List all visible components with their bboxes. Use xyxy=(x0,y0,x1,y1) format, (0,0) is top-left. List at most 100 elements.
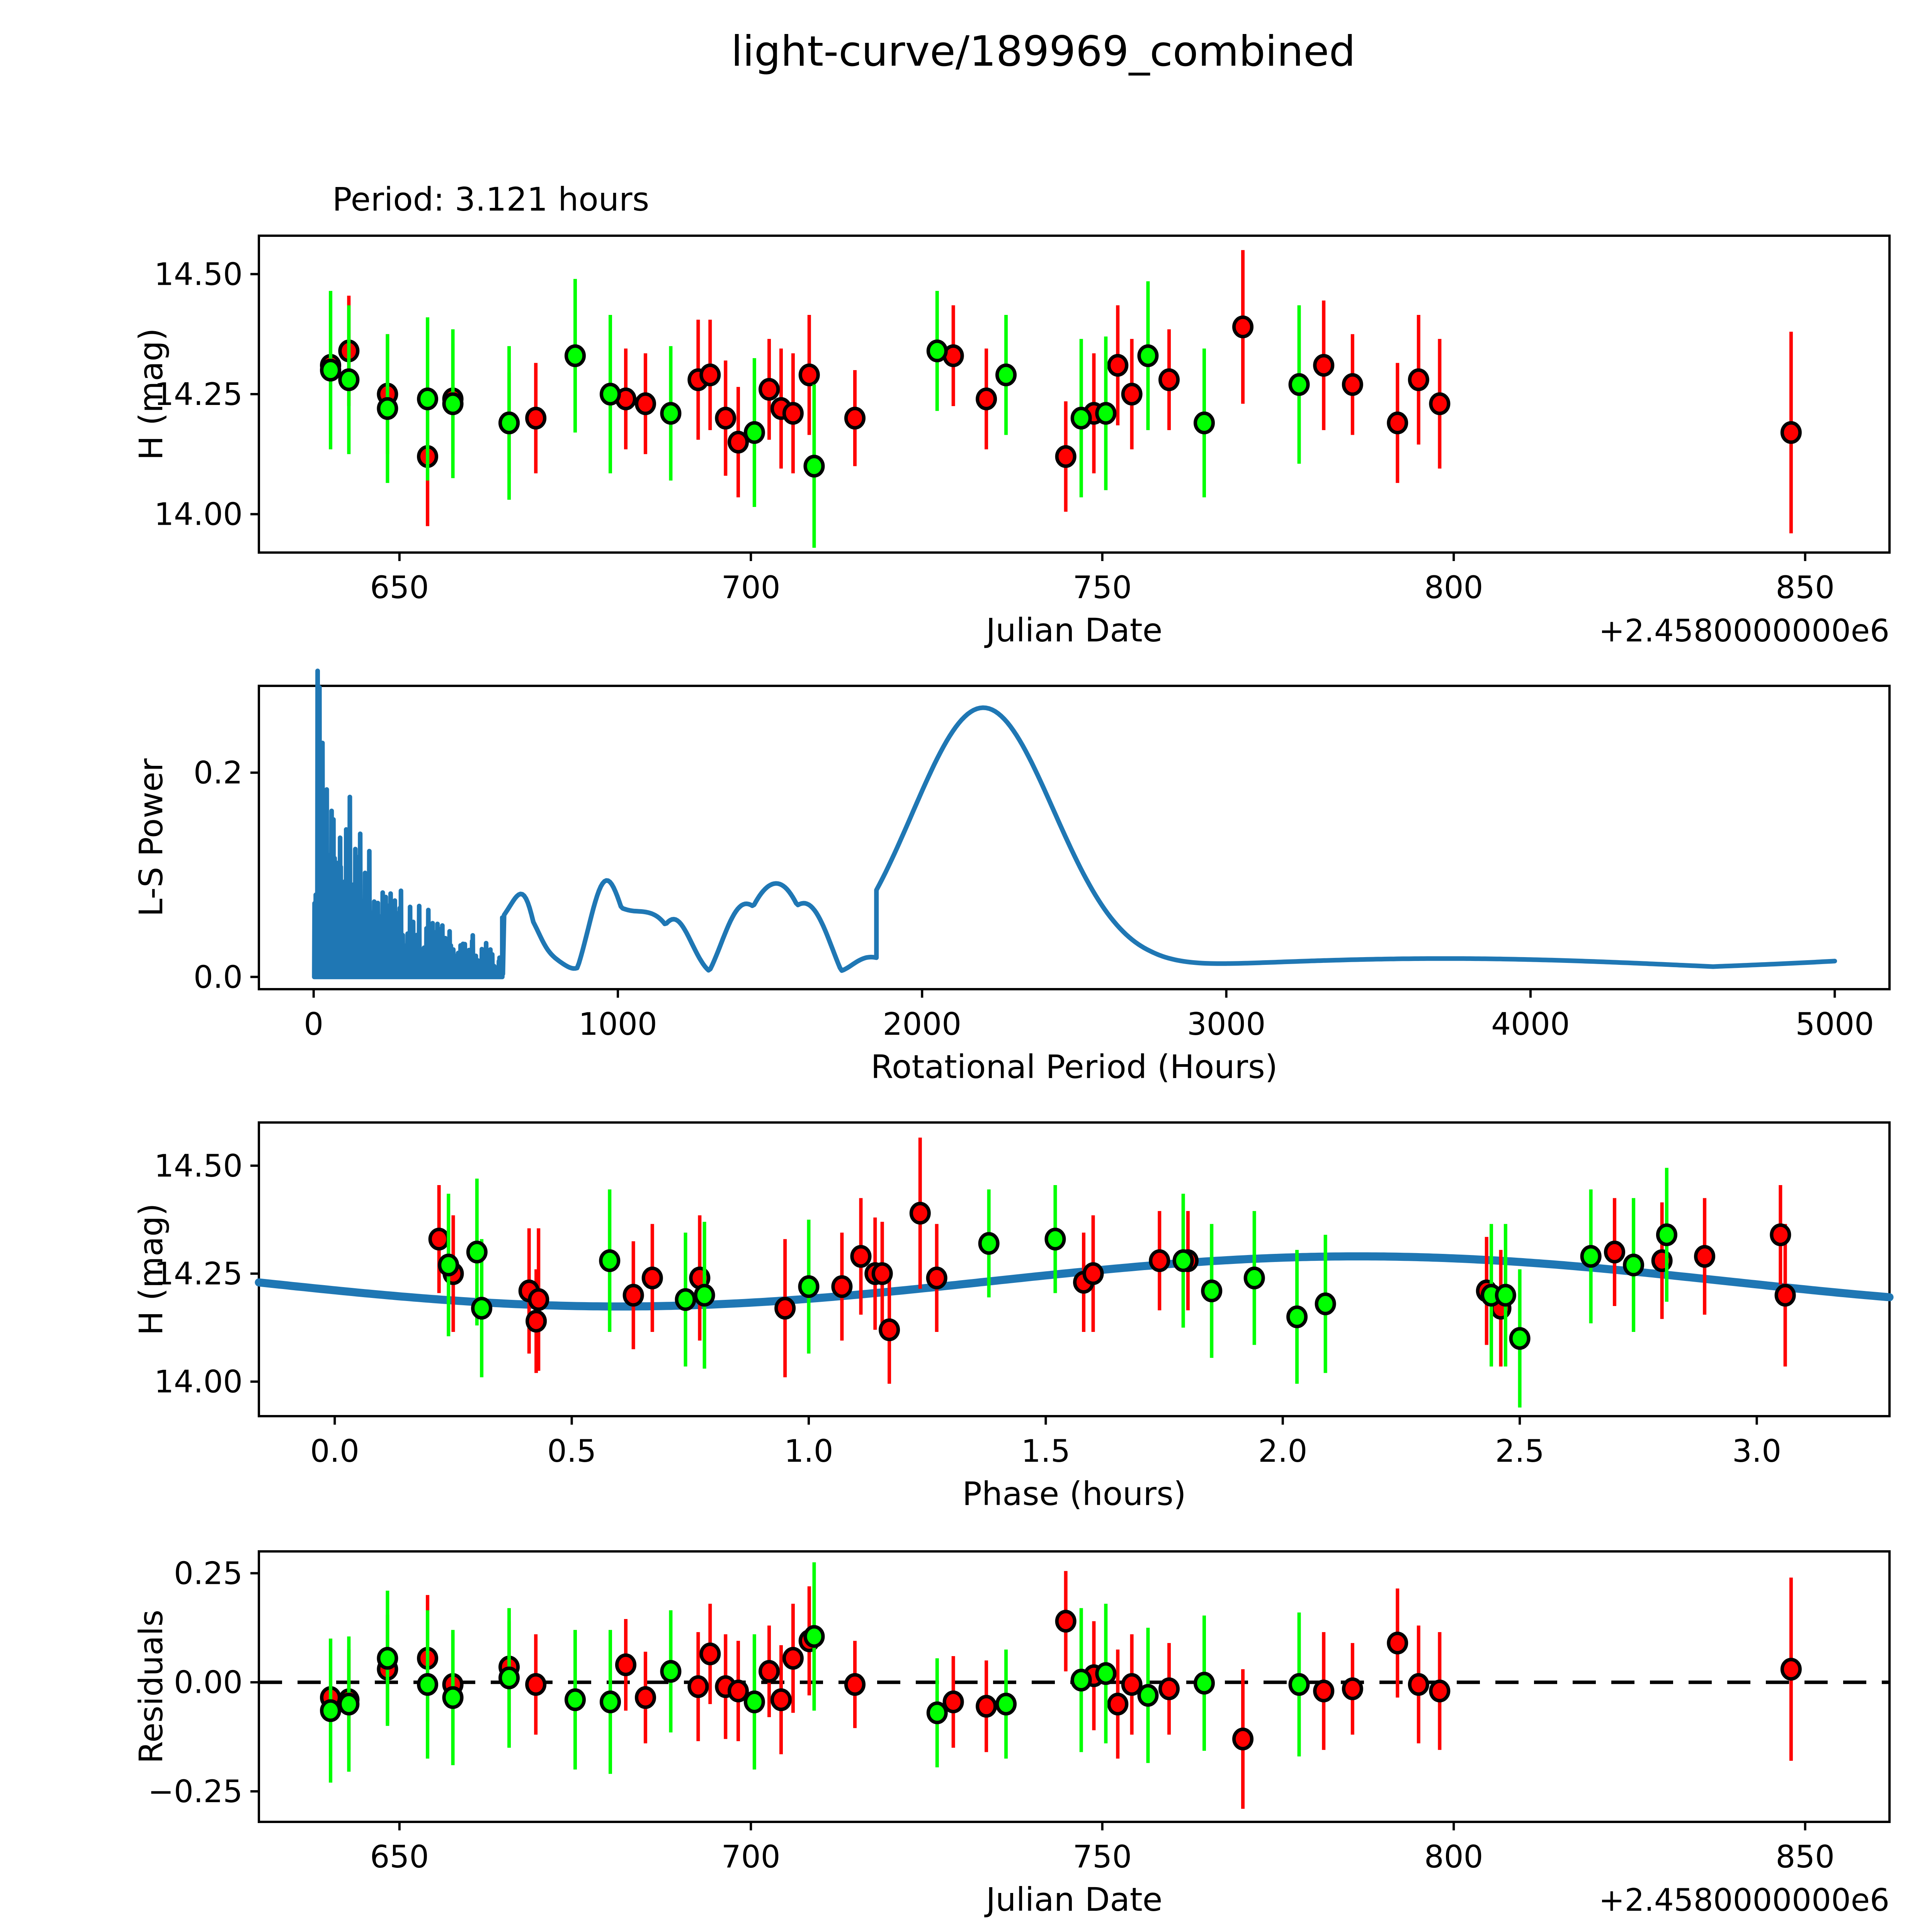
data-point xyxy=(844,1673,866,1696)
residuals-yticklabel: −0.25 xyxy=(148,1774,243,1810)
data-point xyxy=(1429,392,1451,415)
data-point xyxy=(1288,1673,1310,1696)
data-point xyxy=(798,363,820,386)
data-point xyxy=(675,1288,696,1311)
residuals-xticklabel: 800 xyxy=(1424,1839,1483,1875)
data-point xyxy=(803,1625,825,1648)
data-point xyxy=(1107,354,1129,377)
data-point xyxy=(687,1675,709,1698)
lightcurve-offset-label: +2.4580000000e6 xyxy=(1599,613,1889,649)
residuals-xticklabel: 850 xyxy=(1776,1839,1835,1875)
data-point xyxy=(1780,421,1802,444)
data-point xyxy=(1107,1692,1129,1716)
phase_folded-yticklabel: 14.00 xyxy=(154,1364,243,1400)
periodogram-xticklabel: 4000 xyxy=(1491,1006,1570,1042)
data-point xyxy=(1232,315,1254,338)
phase_folded-axes-frame xyxy=(258,1121,1891,1417)
data-point xyxy=(1243,1266,1265,1289)
data-point xyxy=(770,1688,792,1711)
phase_folded-xticklabel: 0.5 xyxy=(547,1433,596,1469)
phase_folded-xticklabel: 1.0 xyxy=(784,1433,833,1469)
data-point xyxy=(759,378,780,401)
data-point xyxy=(417,387,439,410)
lightcurve-xticklabel: 850 xyxy=(1776,570,1835,605)
residuals-offset-label: +2.4580000000e6 xyxy=(1599,1882,1889,1918)
data-point xyxy=(1387,412,1408,435)
lightcurve-xticklabel: 700 xyxy=(721,570,781,605)
data-point xyxy=(471,1297,493,1320)
data-point xyxy=(1656,1223,1677,1247)
periodogram-xticklabel: 5000 xyxy=(1795,1006,1874,1042)
data-point xyxy=(1315,1292,1336,1315)
residuals-series-green-band xyxy=(320,1562,1310,1783)
phase_folded-xlabel: Phase (hours) xyxy=(962,1475,1186,1513)
lightcurve-yticklabel: 14.25 xyxy=(154,376,243,412)
data-point xyxy=(1313,1679,1335,1702)
data-point xyxy=(442,392,464,415)
data-point xyxy=(1780,1658,1802,1681)
data-point xyxy=(926,339,948,362)
data-point xyxy=(1194,412,1215,435)
lightcurve-xticklabel: 650 xyxy=(370,570,429,605)
data-point xyxy=(850,1245,872,1268)
phase_folded-ylabel: H (mag) xyxy=(132,1203,170,1335)
periodogram-curve xyxy=(312,668,1837,980)
data-point xyxy=(1201,1279,1223,1303)
data-point xyxy=(1342,1677,1363,1701)
data-point xyxy=(1172,1249,1194,1272)
periodogram-ylabel: L-S Power xyxy=(132,758,170,917)
data-point xyxy=(798,1275,820,1298)
phase_folded-xticklabel: 2.0 xyxy=(1258,1433,1307,1469)
phase_folded-series-green-band xyxy=(438,1168,1677,1408)
data-point xyxy=(1095,1662,1117,1685)
lightcurve-yticklabel: 14.00 xyxy=(154,497,243,532)
phase_folded-yticklabel: 14.25 xyxy=(154,1256,243,1292)
data-point xyxy=(498,1666,520,1689)
data-point xyxy=(909,1202,931,1225)
data-point xyxy=(1288,373,1310,396)
data-point xyxy=(377,397,398,420)
data-point xyxy=(926,1701,948,1725)
data-point xyxy=(978,1232,1000,1255)
data-point xyxy=(1194,1672,1215,1695)
data-point xyxy=(1232,1727,1254,1750)
data-point xyxy=(438,1253,459,1277)
periodogram-axes-frame xyxy=(258,685,1891,990)
data-point xyxy=(759,1660,780,1683)
panel-periodogram: 0 1000 2000 3000 4000 5000 0.0 0.2 Rotational Pe… xyxy=(132,668,1891,1086)
periodogram-xticklabel: 2000 xyxy=(883,1006,962,1042)
data-point xyxy=(1095,402,1117,425)
data-point xyxy=(320,359,342,382)
data-point xyxy=(995,363,1017,386)
residuals-axes-frame xyxy=(258,1550,1891,1823)
lightcurve-yticklabel: 14.50 xyxy=(154,256,243,292)
data-point xyxy=(634,392,656,415)
data-point xyxy=(660,1660,682,1683)
data-point xyxy=(1070,1668,1092,1692)
lightcurve-series-green-band xyxy=(320,279,1310,548)
phase_folded-xticklabel: 1.5 xyxy=(1021,1433,1070,1469)
lightcurve-xlabel: Julian Date xyxy=(984,611,1163,649)
data-point xyxy=(995,1692,1017,1716)
data-point xyxy=(1044,1228,1066,1251)
data-point xyxy=(942,1690,964,1714)
panel-lightcurve: 650 700 750 800 850 14.00 14.25 14.50 Julian Dat… xyxy=(132,235,1891,649)
data-point xyxy=(525,1673,547,1696)
data-point xyxy=(634,1686,656,1709)
periodogram-xlabel: Rotational Period (Hours) xyxy=(871,1048,1277,1086)
residuals-xticklabel: 750 xyxy=(1073,1839,1132,1875)
residuals-ylabel: Residuals xyxy=(132,1610,170,1764)
data-point xyxy=(782,1647,804,1670)
data-point xyxy=(615,1653,636,1677)
residuals-yticklabel: 0.25 xyxy=(174,1555,243,1591)
data-point xyxy=(1342,373,1363,396)
period-annotation: Period: 3.121 hours xyxy=(332,180,649,218)
data-point xyxy=(599,383,621,406)
data-point xyxy=(699,363,721,386)
residuals-xlabel: Julian Date xyxy=(984,1881,1163,1918)
data-point xyxy=(743,1690,765,1714)
data-point xyxy=(694,1284,715,1307)
data-point xyxy=(1429,1679,1451,1702)
